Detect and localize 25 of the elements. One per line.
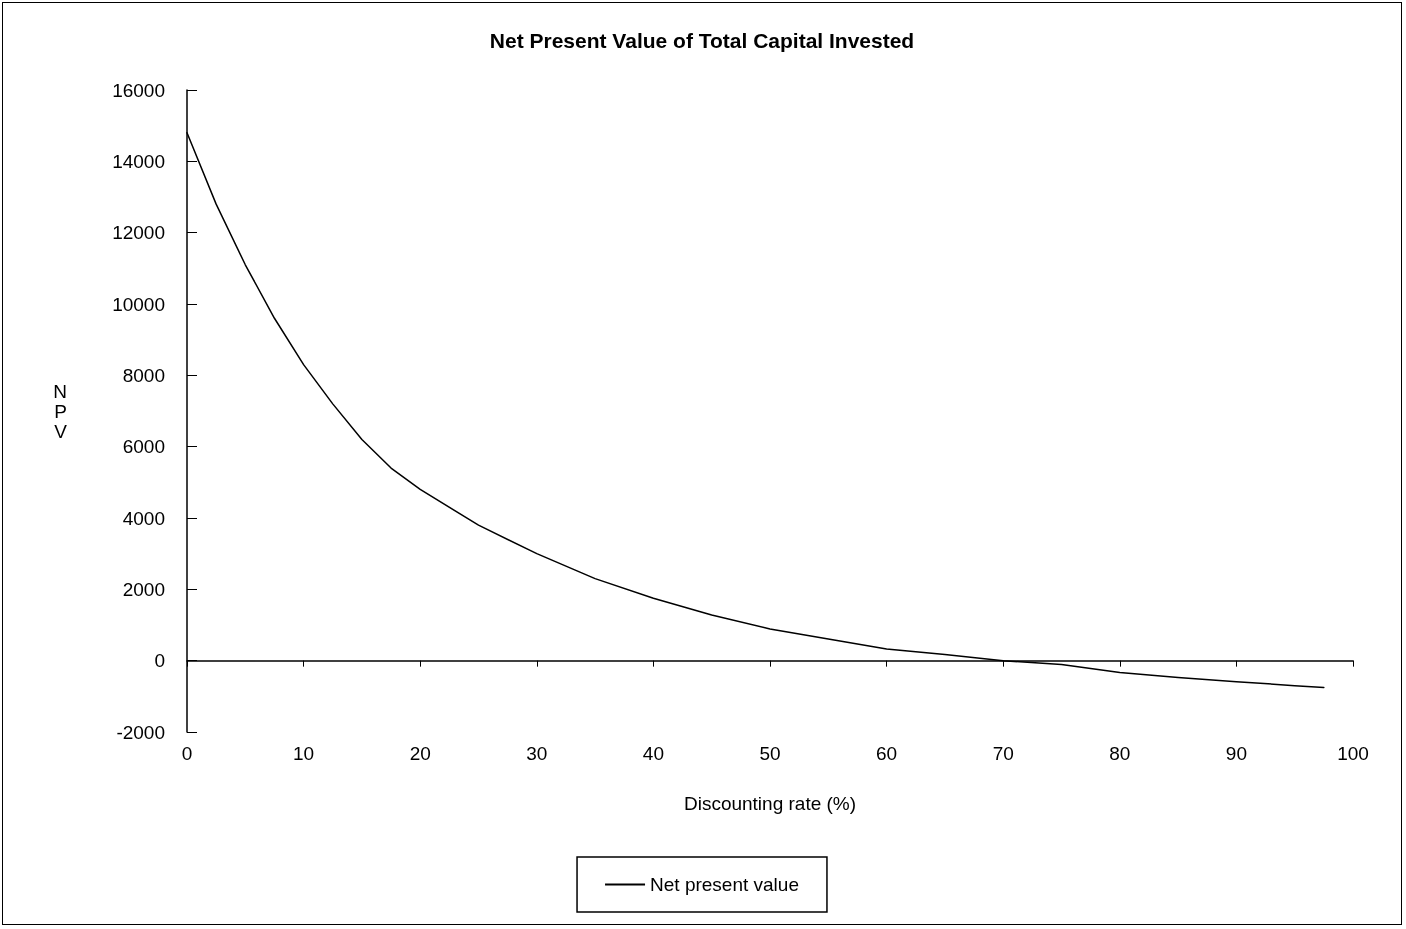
y-tick-label: 10000 (112, 293, 165, 315)
x-tick-label: 30 (526, 743, 548, 764)
x-tick-label: 80 (1109, 743, 1131, 764)
y-tick-label: 8000 (122, 364, 165, 386)
x-tick-label: 40 (642, 743, 664, 764)
y-tick-label: 2000 (122, 578, 165, 600)
legend-label: Net present value (650, 874, 799, 895)
x-tick-label: 100 (1337, 743, 1369, 764)
y-tick-label: 4000 (122, 507, 165, 529)
y-tick-label: -2000 (116, 721, 165, 743)
x-axis-title: Discounting rate (%) (683, 793, 857, 814)
y-tick-label: 14000 (112, 150, 165, 172)
y-tick-label: 0 (154, 650, 165, 672)
x-tick-label: 90 (1225, 743, 1247, 764)
x-tick-label: 70 (992, 743, 1014, 764)
y-axis-title: NPV (53, 380, 68, 442)
x-tick-label: 10 (293, 743, 315, 764)
x-tick-label: 0 (181, 743, 193, 764)
y-tick-label: 6000 (122, 436, 165, 458)
x-tick-label: 50 (759, 743, 781, 764)
x-tick-label: 60 (876, 743, 898, 764)
x-tick-label: 20 (409, 743, 431, 764)
y-tick-label: 16000 (112, 79, 165, 101)
chart-title: Net Present Value of Total Capital Invested (489, 29, 915, 52)
y-tick-label: 12000 (112, 222, 165, 244)
